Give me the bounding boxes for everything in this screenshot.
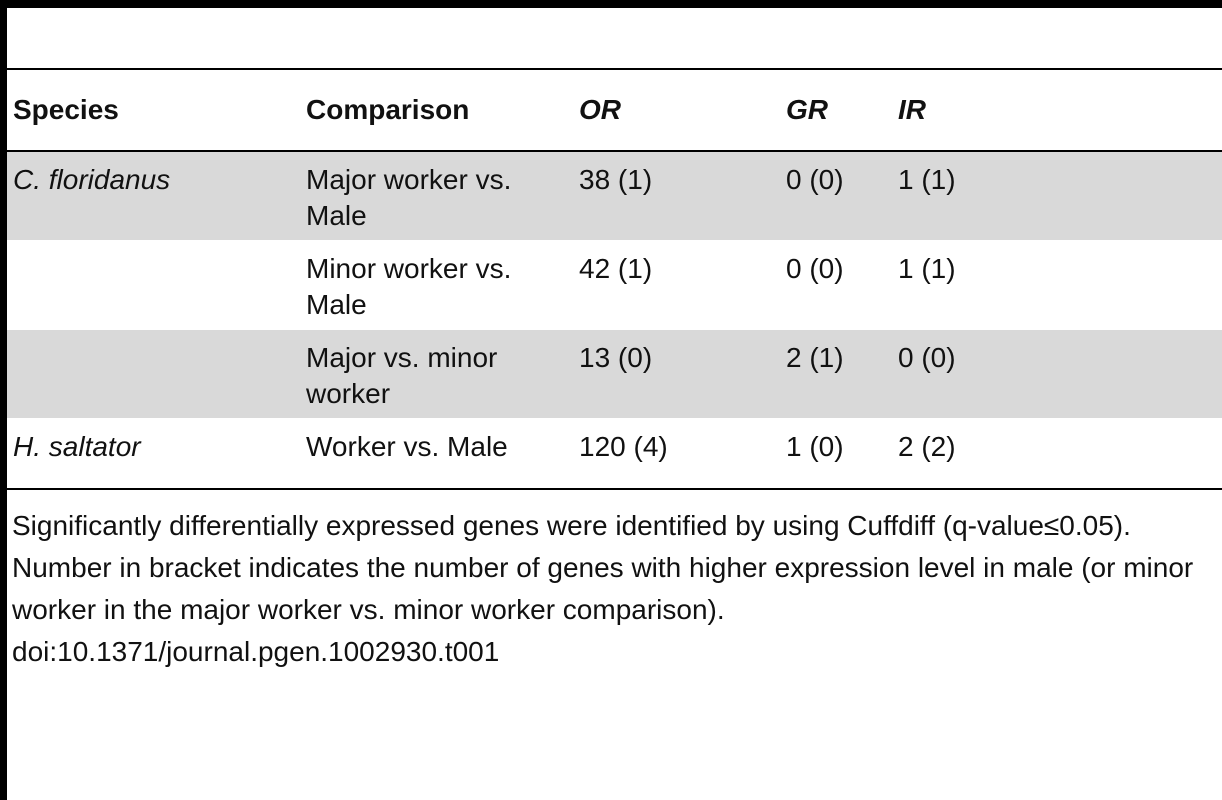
table-body: C. floridanus Major worker vs. Male 38 (1)… [7,151,1222,489]
table-cell: 1 (1) [898,164,956,195]
footnote-block: Significantly differentially expressed g… [12,505,1222,673]
header-cell: GR [786,94,828,125]
table-cell: Worker vs. Male [306,431,508,462]
table-row: H. saltator Worker vs. Male 120 (4) 1 (0) 2 … [7,419,1222,489]
table-cell: C. floridanus [13,164,171,195]
table-cell: 120 (4) [579,431,668,462]
table-row: C. floridanus Major worker vs. Male 38 (1)… [7,151,1222,241]
table-row: Major vs. minor worker 13 (0) 2 (1) 0 (0) [7,329,1222,419]
table-cell: 0 (0) [786,164,844,195]
table-cell: 2 (2) [898,431,956,462]
header-row: Species Comparison OR GR IR [7,69,1222,151]
table-cell: 1 (1) [898,253,956,284]
header-cell: Comparison [306,94,470,125]
table-cell: Major vs. minor worker [306,342,498,409]
doi: doi:10.1371/journal.pgen.1002930.t001 [12,636,500,667]
empty-cell [7,330,300,419]
table-cell: 1 (0) [786,431,844,462]
header-cell: OR [579,94,621,125]
footnote: Significantly differentially expressed g… [12,510,1194,625]
table-cell: 2 (1) [786,342,844,373]
table-cell: 38 (1) [579,164,653,195]
table-cell: 0 (0) [786,253,844,284]
header-cell: IR [898,94,926,125]
empty-cell [7,241,300,330]
table-cell: Major worker vs. Male [306,164,512,231]
table-cell: 42 (1) [579,253,653,284]
data-table: Species Comparison OR GR IR C. floridanus Maj… [7,68,1222,490]
table-cell: 0 (0) [898,342,956,373]
header-cell: Species [13,94,119,125]
table-row: Minor worker vs. Male 42 (1) 0 (0) 1 (1) [7,241,1222,330]
table-cell: H. saltator [13,431,141,462]
table-header: Species Comparison OR GR IR [7,69,1222,151]
table-cell: 13 (0) [579,342,653,373]
table-cell: Minor worker vs. Male [306,253,512,320]
